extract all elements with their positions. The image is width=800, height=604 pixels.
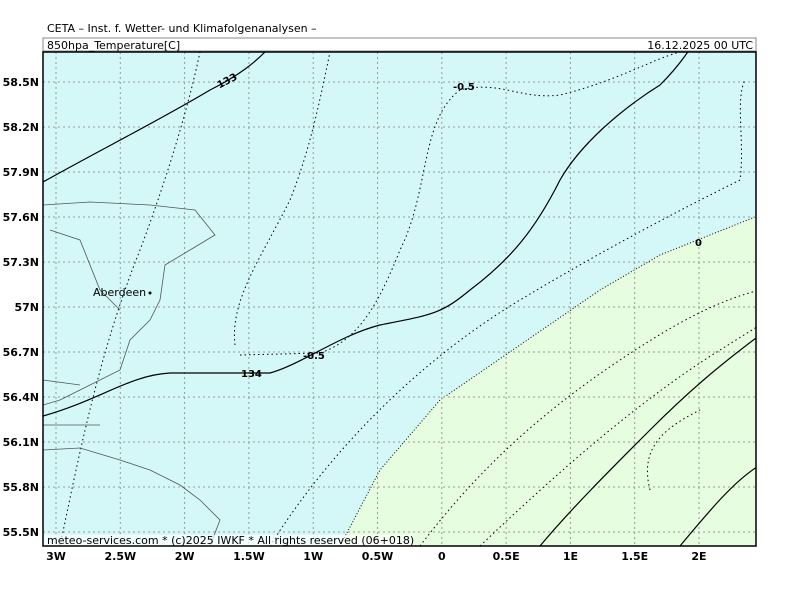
lon-label: 1W <box>303 550 323 563</box>
lon-label: 2E <box>691 550 706 563</box>
lat-label: 58.5N <box>3 76 39 89</box>
lat-label: 56.7N <box>3 346 39 359</box>
lat-label: 57.3N <box>3 256 39 269</box>
lat-label: 57N <box>14 301 39 314</box>
frame <box>42 51 757 547</box>
coastline <box>43 201 221 546</box>
contour-label: -0.5 <box>303 351 325 362</box>
lat-label: 56.1N <box>3 436 39 449</box>
contour-label: -0.5 <box>453 82 475 93</box>
lon-label: 1E <box>563 550 578 563</box>
institute: CETA – Inst. f. Wetter- und Klimafolgena… <box>47 22 317 35</box>
contour-label: 134 <box>241 369 262 380</box>
parameter: 850hpa_Temperature[C] <box>47 39 180 52</box>
lon-label: 0 <box>438 550 446 563</box>
lat-label: 56.4N <box>3 391 39 404</box>
lon-label: 1.5W <box>233 550 265 563</box>
lat-label: 57.9N <box>3 166 39 179</box>
warm-region <box>339 216 756 546</box>
lon-label: 2.5W <box>104 550 136 563</box>
lon-label: 1.5E <box>621 550 648 563</box>
lat-label: 58.2N <box>3 121 39 134</box>
lat-label: 57.6N <box>3 211 39 224</box>
grid <box>43 52 756 546</box>
city-marker <box>148 291 152 295</box>
lon-label: 2W <box>175 550 195 563</box>
place-label: Aberdeen <box>93 286 146 299</box>
lon-label: 0.5E <box>493 550 520 563</box>
footer: meteo-services.com * (c)2025 IWKF * All … <box>47 534 414 547</box>
dotted-contours <box>59 52 756 546</box>
lon-label: 3W <box>46 550 66 563</box>
valid-time: 16.12.2025 00 UTC <box>647 39 753 52</box>
lat-label: 55.5N <box>3 526 39 539</box>
lon-label: 0.5W <box>362 550 394 563</box>
lat-label: 55.8N <box>3 481 39 494</box>
map-area: Aberdeen 133 134 -0.5 -0.5 0 meteo-servi… <box>43 52 756 547</box>
axis-labels: 58.5N 58.2N 57.9N 57.6N 57.3N 57N 56.7N 56.4N 56… <box>3 76 707 563</box>
contours <box>43 52 756 546</box>
header-box <box>42 37 757 52</box>
contour-label: 0 <box>695 238 702 249</box>
footer-bg <box>43 535 413 546</box>
